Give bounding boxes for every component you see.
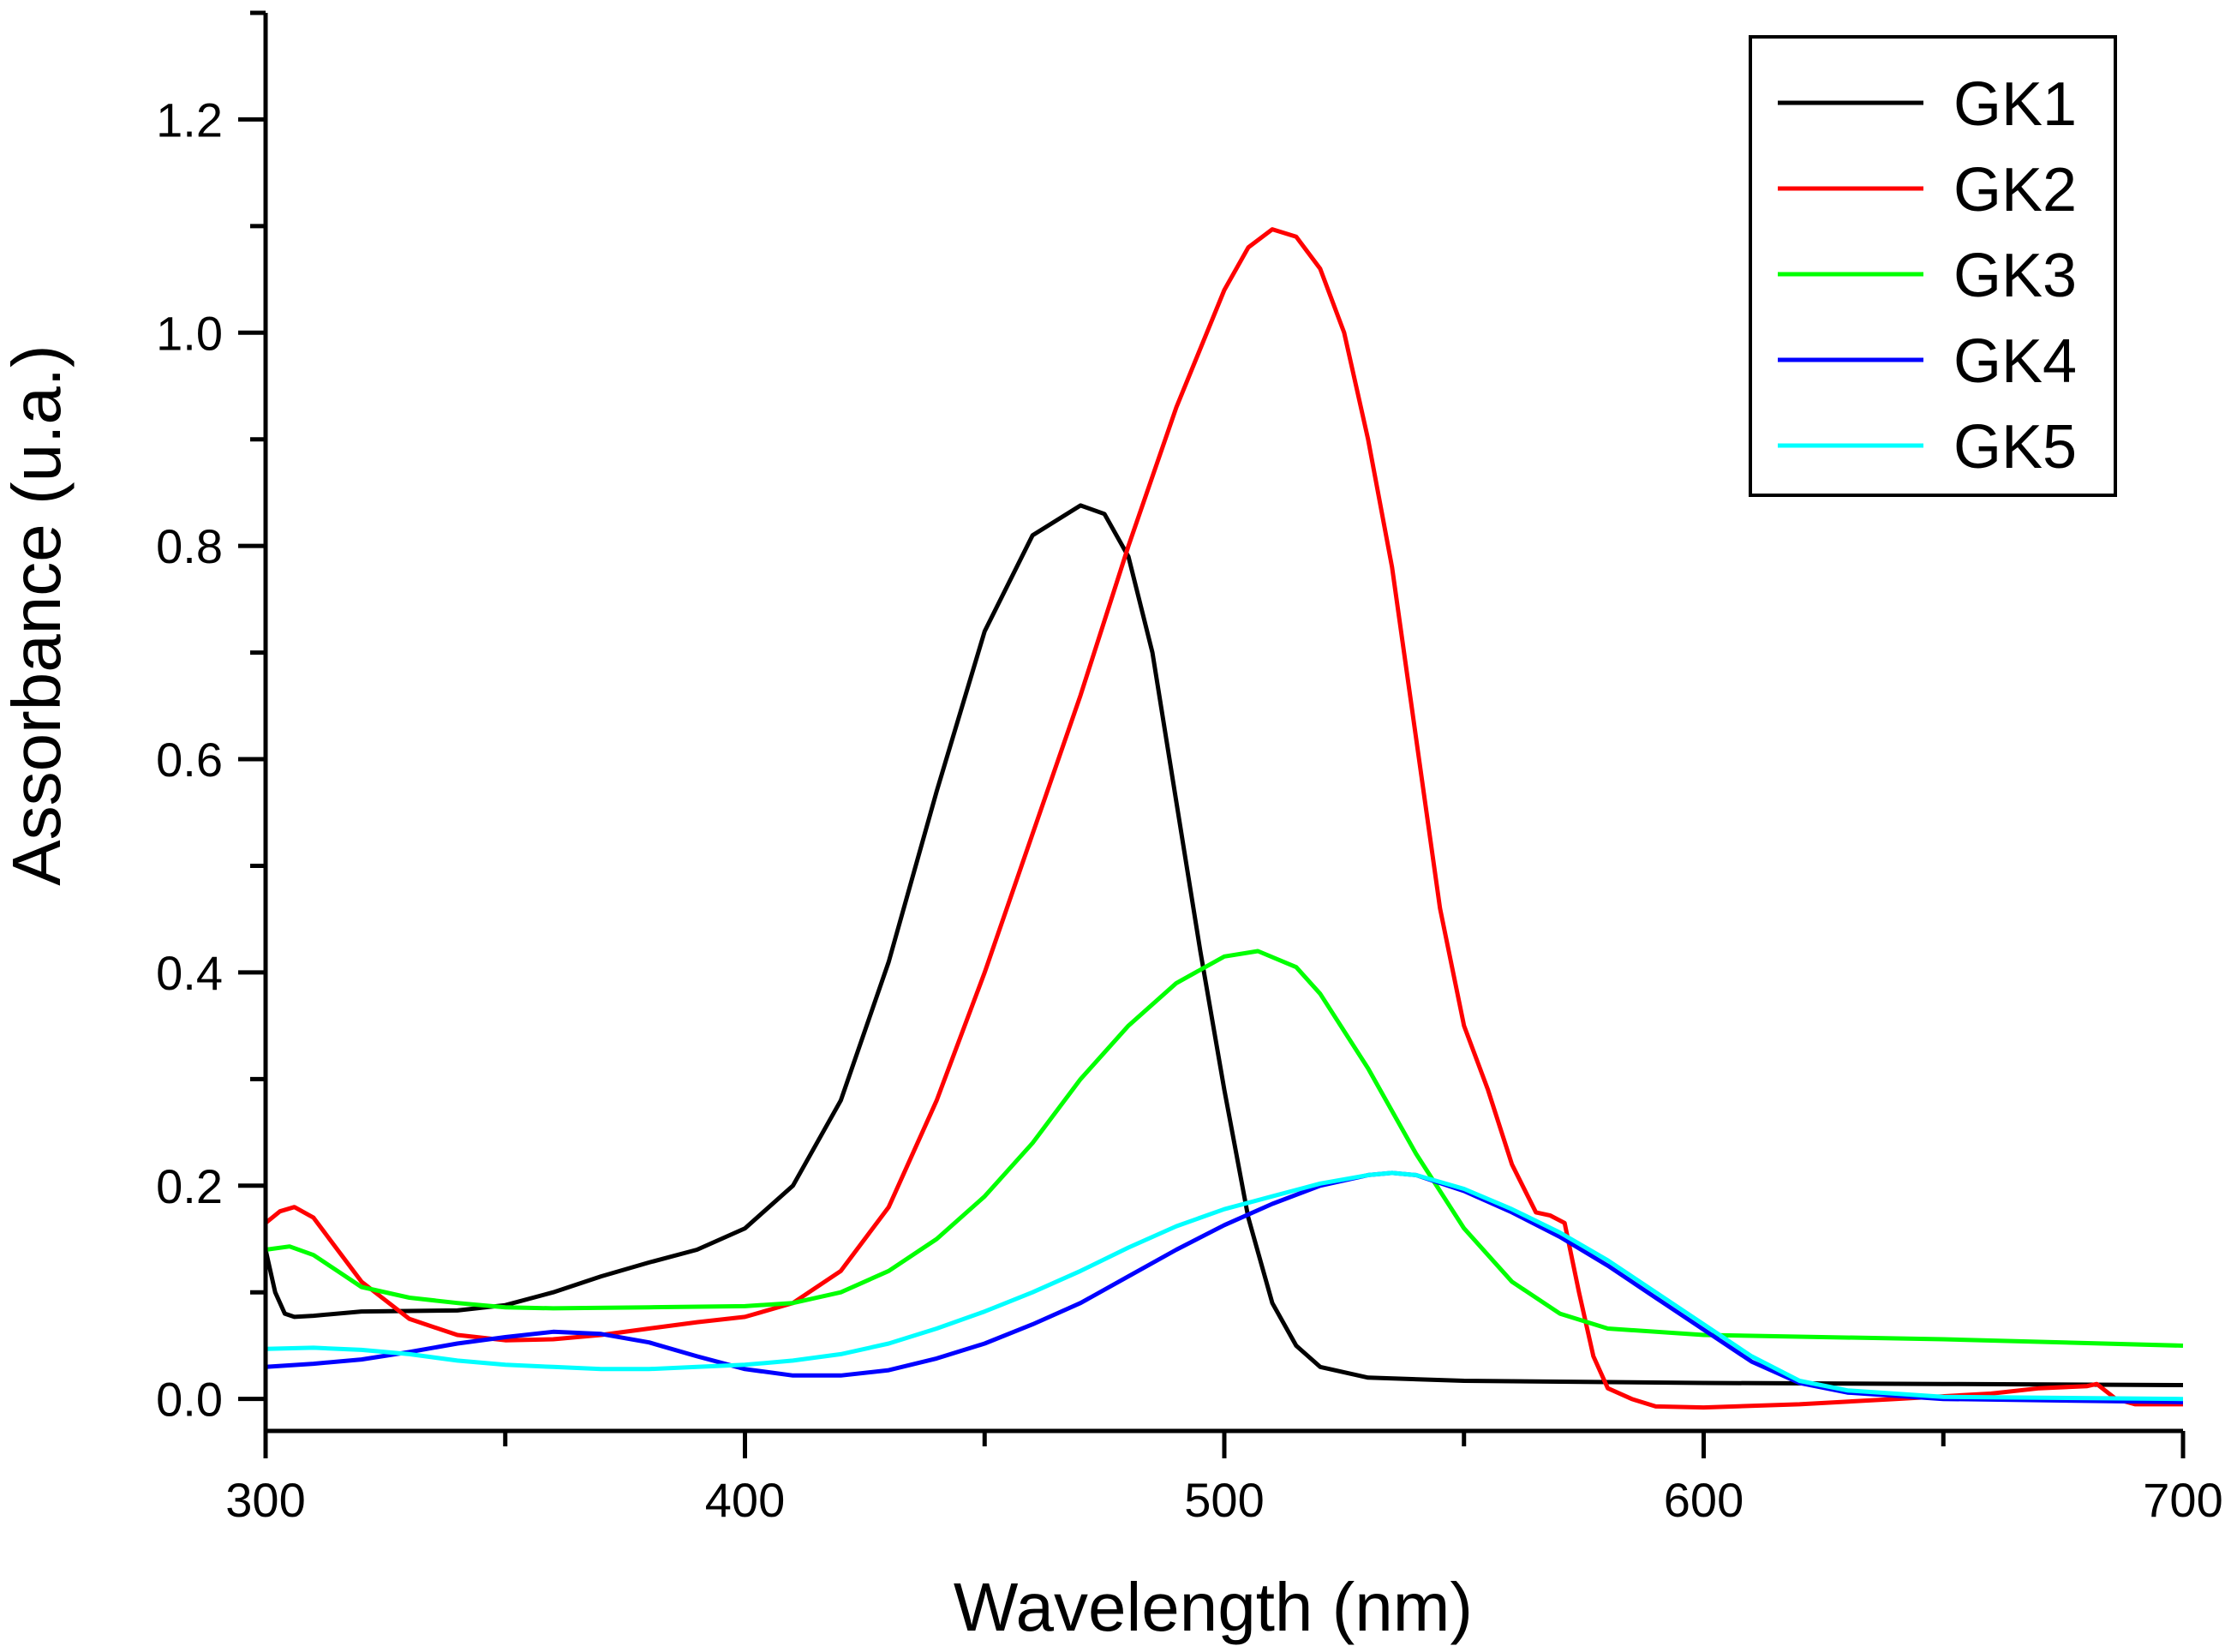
- legend-label-gk2: GK2: [1953, 156, 2077, 224]
- y-tick-label: 1.0: [156, 306, 223, 360]
- x-tick-label: 500: [1184, 1473, 1264, 1527]
- series-line-gk2: [264, 227, 2183, 1410]
- x-tick-label: 400: [705, 1473, 785, 1527]
- legend-box: [1749, 35, 2117, 497]
- legend-label-gk1: GK1: [1953, 70, 2077, 139]
- y-axis-title: Assorbance (u.a.): [0, 344, 75, 885]
- y-tick-label: 0.4: [156, 946, 223, 1000]
- series-line-gk4: [265, 1170, 2184, 1404]
- legend-label-gk4: GK4: [1953, 327, 2077, 396]
- legend: GK1 GK2 GK3 GK4 GK5: [1749, 35, 2117, 497]
- series-line-gk5: [265, 1170, 2184, 1402]
- x-axis-title: Wavelength (nm): [954, 1569, 1473, 1645]
- y-tick-label: 0.2: [156, 1159, 223, 1213]
- y-tick-label: 0.0: [156, 1373, 223, 1427]
- legend-label-gk5: GK5: [1953, 413, 2077, 482]
- series-line-gk3: [265, 949, 2184, 1348]
- series-line-gk1: [263, 503, 2184, 1387]
- x-tick-label: 700: [2143, 1473, 2222, 1527]
- legend-label-gk3: GK3: [1953, 242, 2077, 310]
- y-tick-label: 1.2: [156, 93, 223, 147]
- series-layer: [263, 227, 2184, 1410]
- y-tick-label: 0.6: [156, 733, 223, 787]
- ticks-layer: 300 400 500 600 700 0.0 0.2 0.4 0.6 0.8 1.0 1.2: [156, 10, 2223, 1527]
- x-tick-label: 600: [1664, 1473, 1744, 1527]
- y-tick-label: 0.8: [156, 519, 223, 573]
- x-tick-label: 300: [225, 1473, 305, 1527]
